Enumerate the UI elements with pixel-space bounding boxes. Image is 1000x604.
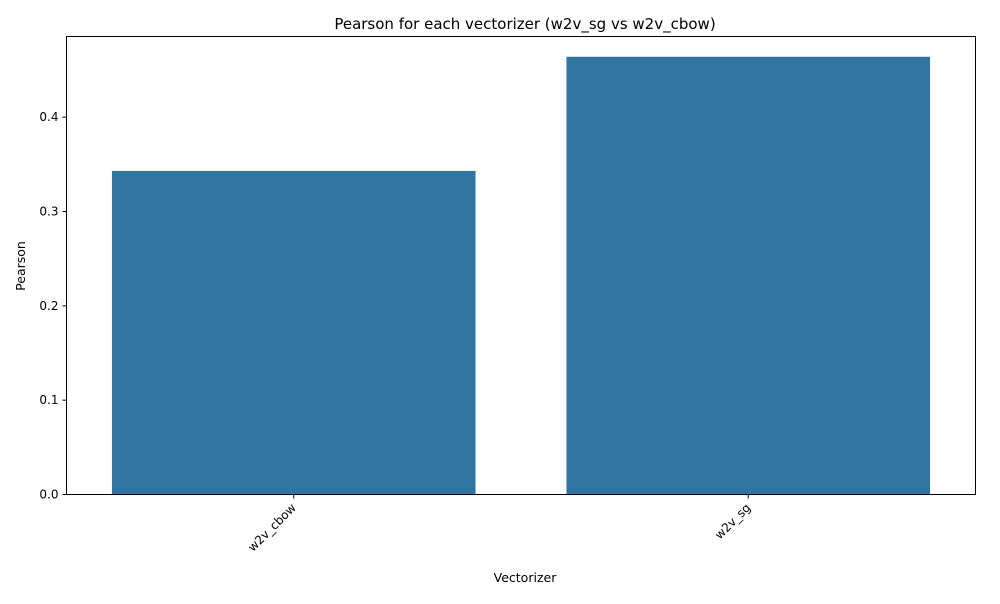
y-tick-label: 0.2 bbox=[39, 299, 58, 313]
chart-title: Pearson for each vectorizer (w2v_sg vs w… bbox=[334, 15, 715, 34]
y-axis-label: Pearson bbox=[13, 241, 28, 291]
y-tick-label: 0.0 bbox=[39, 488, 58, 502]
x-axis-label: Vectorizer bbox=[494, 570, 558, 585]
plot-frame bbox=[66, 36, 976, 495]
bar-w2v_sg bbox=[566, 56, 931, 495]
y-axis-ticks: 0.0 0.1 0.2 0.3 0.4 bbox=[39, 110, 67, 502]
x-axis-ticks: w2v_cbow w2v_sg bbox=[245, 494, 753, 555]
x-tick-label: w2v_cbow bbox=[245, 501, 299, 555]
bars-layer bbox=[111, 56, 931, 495]
bar-w2v_cbow bbox=[111, 170, 476, 495]
y-tick-label: 0.3 bbox=[39, 204, 58, 218]
y-tick-label: 0.1 bbox=[39, 393, 58, 407]
x-tick-label: w2v_sg bbox=[712, 501, 753, 542]
y-tick-label: 0.4 bbox=[39, 110, 58, 124]
axes-layer bbox=[66, 36, 976, 495]
